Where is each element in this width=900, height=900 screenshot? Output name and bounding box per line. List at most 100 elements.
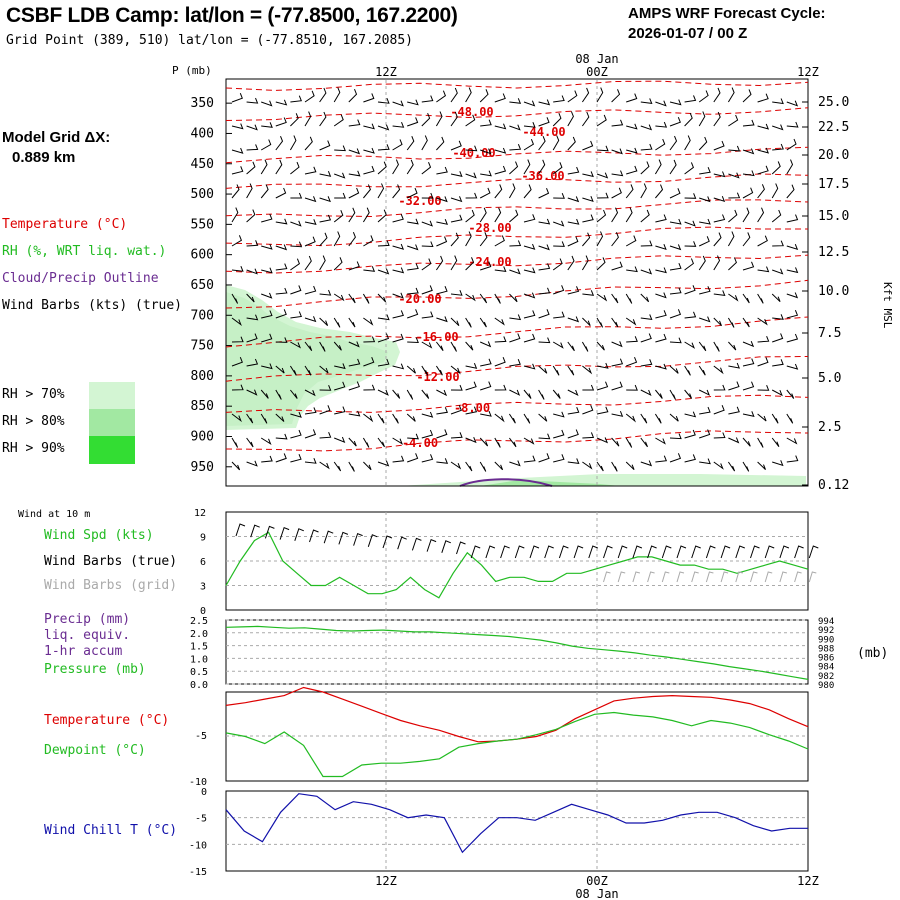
wind10m-barb: [603, 545, 613, 559]
wind-barb: [567, 429, 579, 439]
isotherm-line-5: [225, 226, 808, 247]
wind-barb: [231, 93, 243, 103]
wind-barb: [727, 231, 735, 247]
wind-barb: [772, 268, 784, 275]
wind-barb: [655, 310, 667, 319]
wind-barb: [742, 119, 755, 127]
wind10m-grid-barb: [617, 571, 626, 583]
cycle-value: 2026-01-07 / 00 Z: [628, 25, 748, 42]
wind-barb: [509, 460, 521, 467]
wind-barb: [684, 429, 696, 439]
wind-barb: [625, 235, 637, 247]
wind-barb: [465, 461, 473, 472]
wind-barb: [786, 121, 799, 128]
wind-barb: [567, 407, 580, 415]
wind-barb: [436, 458, 449, 464]
pressure-tick-350: 350: [191, 96, 214, 111]
wind-barb: [290, 389, 298, 399]
wind-barb: [757, 437, 764, 448]
wind-barb: [362, 293, 370, 304]
wind-ytick-12: 12: [194, 508, 206, 519]
wind-barb: [684, 258, 695, 271]
wind-barb: [494, 293, 501, 304]
wind-barb: [611, 411, 624, 417]
wind-barb: [246, 358, 259, 367]
wind-barb: [407, 117, 419, 127]
wind-barb: [713, 255, 721, 271]
wind-barb: [304, 341, 313, 352]
wind-barb: [436, 341, 444, 352]
wind-barb: [611, 207, 619, 223]
wind-barb: [421, 389, 430, 399]
wind-barb: [494, 336, 507, 343]
wind-barb: [523, 243, 536, 250]
wind-barb: [377, 183, 385, 199]
wind-barb: [611, 170, 624, 177]
wind-barb: [684, 112, 693, 127]
wind-barb: [275, 413, 285, 422]
wind-barb: [728, 362, 741, 369]
wind-barb: [553, 285, 565, 295]
precip-label: Precip (mm): [44, 612, 131, 627]
wind-barb: [421, 192, 434, 199]
wind-barb: [757, 317, 768, 326]
wind10m-barb: [764, 545, 775, 559]
wind-barb: [669, 337, 682, 344]
wind-barb: [596, 406, 609, 415]
wind-barb: [392, 437, 404, 445]
wind-barb: [582, 196, 594, 202]
wind-barb: [611, 89, 621, 103]
precip-ytick-0: 2.5: [190, 616, 208, 627]
wind-barb: [742, 232, 751, 247]
wind-barb: [611, 187, 622, 199]
wind-barb: [698, 236, 710, 247]
wind10m-grid-barb: [794, 571, 802, 583]
wind-barb: [465, 114, 476, 127]
pressure-tick-700: 700: [191, 308, 214, 323]
wind-barb: [436, 316, 448, 323]
wind-barb: [260, 437, 272, 446]
pressure-tick-400: 400: [191, 126, 214, 141]
wind-barb: [727, 87, 735, 103]
wind-barb: [421, 241, 434, 248]
rh-bin-90: RH > 90%: [2, 441, 65, 456]
wind-barb: [655, 244, 667, 250]
wind-barb: [465, 381, 477, 391]
wind-barb: [246, 460, 258, 467]
wind-barb: [261, 213, 273, 223]
wind-barb: [625, 184, 634, 199]
wind-barb: [465, 406, 478, 415]
wind-barb: [611, 119, 624, 127]
wind-barb: [406, 136, 415, 151]
isotherm-label-8: -16.00: [415, 330, 458, 344]
wind-barb: [407, 99, 419, 106]
wind-barb: [421, 135, 428, 151]
wind-barb: [392, 159, 399, 175]
wind-barb: [596, 209, 607, 223]
wind-barb: [333, 461, 342, 472]
wind-barb: [246, 240, 259, 247]
isotherm-line-11: [225, 430, 809, 452]
page-title: CSBF LDB Camp: lat/lon = (-77.8500, 167.…: [6, 4, 458, 27]
wind10m-grid-barb: [647, 571, 655, 583]
wind-barb: [596, 145, 609, 152]
wind-barb: [290, 429, 302, 439]
pressure-label: Pressure (mb): [44, 662, 146, 677]
wind-barb: [596, 437, 609, 444]
pressure-ytick-984: 984: [818, 663, 834, 673]
wind-barb: [392, 184, 401, 199]
wind-barb: [757, 266, 770, 273]
wind-barb: [304, 255, 312, 271]
wind-barb: [465, 293, 476, 302]
wind-barb: [333, 341, 342, 351]
wind-barb: [626, 384, 638, 391]
wind-barb: [508, 183, 516, 199]
wind-barb: [684, 389, 693, 399]
wind-barb: [231, 384, 244, 391]
wind-barb: [377, 437, 385, 448]
wind-barb: [333, 257, 343, 271]
wind-barb: [567, 166, 580, 175]
wind-barb: [290, 311, 303, 319]
isotherm-label-0: -48.00: [450, 105, 493, 119]
wind-barb: [742, 437, 751, 447]
